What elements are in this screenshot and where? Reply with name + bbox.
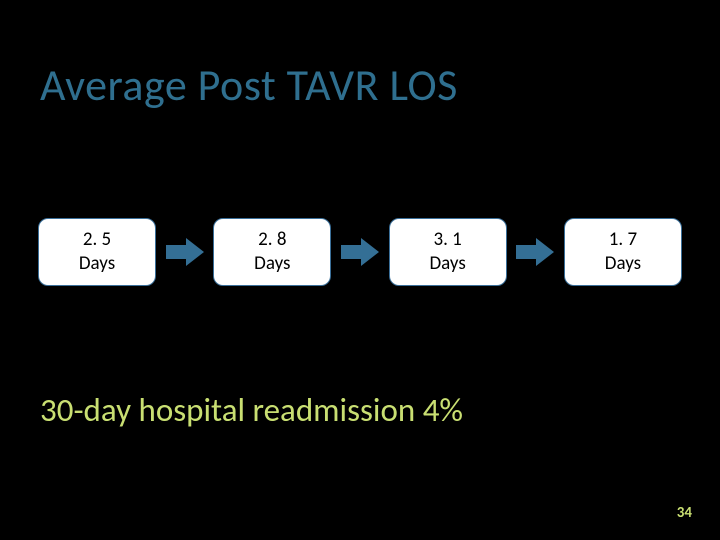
flow-node: 1. 7 Days xyxy=(564,218,682,286)
node-value: 2. 8 xyxy=(258,228,286,252)
flow-row: 2. 5 Days 2. 8 Days 3. 1 Days 1. 7 Days xyxy=(38,218,682,286)
arrow-icon xyxy=(341,238,379,266)
node-value: 2. 5 xyxy=(83,228,111,252)
node-value: 1. 7 xyxy=(609,228,637,252)
subtitle: 30-day hospital readmission 4% xyxy=(40,390,463,430)
arrow-icon xyxy=(516,238,554,266)
slide-title: Average Post TAVR LOS xyxy=(40,58,458,112)
node-unit: Days xyxy=(605,252,641,276)
node-unit: Days xyxy=(79,252,115,276)
flow-node: 3. 1 Days xyxy=(389,218,507,286)
node-value: 3. 1 xyxy=(433,228,461,252)
flow-node: 2. 8 Days xyxy=(213,218,331,286)
node-unit: Days xyxy=(429,252,465,276)
page-number: 34 xyxy=(677,504,692,522)
flow-node: 2. 5 Days xyxy=(38,218,156,286)
node-unit: Days xyxy=(254,252,290,276)
arrow-icon xyxy=(166,238,204,266)
